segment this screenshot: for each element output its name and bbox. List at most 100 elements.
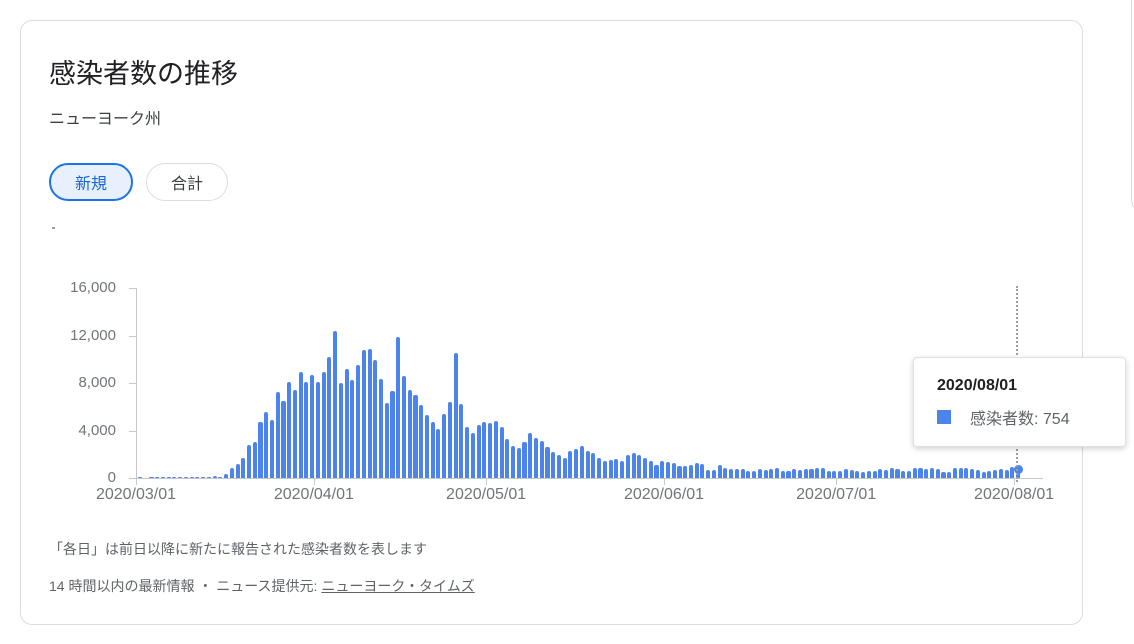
- bar[interactable]: [746, 470, 751, 478]
- bar[interactable]: [556, 454, 561, 478]
- bar[interactable]: [292, 390, 298, 478]
- bar[interactable]: [447, 402, 452, 478]
- bar[interactable]: [442, 414, 447, 478]
- bar[interactable]: [361, 349, 366, 478]
- bar[interactable]: [820, 468, 825, 478]
- bar[interactable]: [252, 441, 257, 478]
- bar[interactable]: [574, 448, 579, 478]
- bar[interactable]: [711, 469, 716, 478]
- bar[interactable]: [206, 476, 211, 478]
- bar[interactable]: [780, 470, 785, 478]
- bar[interactable]: [832, 470, 837, 478]
- bar[interactable]: [642, 457, 648, 478]
- bar[interactable]: [929, 467, 935, 478]
- bar[interactable]: [183, 477, 188, 478]
- bar[interactable]: [987, 471, 992, 478]
- bar[interactable]: [178, 477, 183, 478]
- bar[interactable]: [149, 477, 154, 478]
- bar[interactable]: [241, 457, 246, 478]
- bar[interactable]: [407, 390, 412, 478]
- bar[interactable]: [872, 471, 877, 478]
- bar[interactable]: [413, 394, 418, 478]
- bar[interactable]: [585, 450, 590, 478]
- bar[interactable]: [637, 455, 642, 478]
- bar[interactable]: [195, 477, 200, 478]
- bar[interactable]: [906, 470, 912, 478]
- toggle-new-cases[interactable]: 新規: [49, 163, 134, 201]
- bar[interactable]: [505, 438, 510, 478]
- bar[interactable]: [774, 467, 780, 478]
- bar[interactable]: [218, 476, 223, 478]
- bar[interactable]: [740, 469, 745, 478]
- bar[interactable]: [970, 468, 975, 478]
- bar[interactable]: [476, 424, 481, 478]
- bar[interactable]: [665, 462, 671, 478]
- bar[interactable]: [947, 471, 952, 478]
- bar[interactable]: [958, 468, 963, 478]
- bar[interactable]: [608, 459, 613, 478]
- bar[interactable]: [861, 471, 866, 478]
- bar[interactable]: [287, 382, 292, 478]
- bar[interactable]: [488, 422, 493, 478]
- bar[interactable]: [430, 422, 435, 478]
- bar[interactable]: [269, 420, 275, 478]
- bar[interactable]: [333, 330, 338, 478]
- bar[interactable]: [229, 467, 234, 478]
- bar[interactable]: [545, 446, 550, 478]
- bar[interactable]: [843, 469, 848, 478]
- bar[interactable]: [723, 467, 728, 478]
- bar[interactable]: [631, 453, 636, 478]
- bar[interactable]: [677, 465, 682, 478]
- bar[interactable]: [981, 471, 986, 478]
- bar-plot-area[interactable]: [136, 288, 1046, 478]
- bar[interactable]: [625, 455, 630, 478]
- bar[interactable]: [752, 471, 757, 478]
- bar[interactable]: [315, 382, 320, 478]
- bar[interactable]: [1004, 469, 1009, 478]
- bar[interactable]: [941, 472, 946, 478]
- bar[interactable]: [551, 451, 556, 478]
- bar[interactable]: [281, 401, 286, 478]
- bar[interactable]: [912, 468, 917, 478]
- bar[interactable]: [137, 477, 143, 478]
- bar[interactable]: [998, 469, 1003, 478]
- bar[interactable]: [964, 467, 969, 478]
- toggle-total-cases[interactable]: 合計: [146, 163, 229, 201]
- bar[interactable]: [826, 471, 831, 478]
- bar[interactable]: [924, 468, 929, 478]
- bar[interactable]: [401, 376, 407, 478]
- bar[interactable]: [373, 359, 378, 478]
- bar[interactable]: [895, 468, 900, 478]
- bar[interactable]: [1016, 469, 1021, 478]
- bar[interactable]: [884, 469, 889, 478]
- bar[interactable]: [901, 471, 906, 478]
- bar[interactable]: [212, 475, 217, 478]
- source-link[interactable]: ニューヨーク・タイムズ: [321, 578, 475, 594]
- bar[interactable]: [321, 372, 326, 478]
- bar[interactable]: [344, 368, 349, 478]
- bar[interactable]: [688, 464, 693, 478]
- bar[interactable]: [683, 466, 688, 478]
- bar[interactable]: [620, 461, 625, 478]
- bar[interactable]: [390, 391, 395, 478]
- bar[interactable]: [878, 469, 883, 478]
- bar[interactable]: [579, 445, 584, 478]
- bar[interactable]: [602, 460, 607, 478]
- bar[interactable]: [671, 462, 676, 478]
- bar[interactable]: [803, 468, 808, 478]
- bar[interactable]: [855, 470, 860, 478]
- bar[interactable]: [648, 460, 653, 478]
- bar[interactable]: [918, 468, 923, 478]
- bar[interactable]: [654, 464, 659, 478]
- bar[interactable]: [614, 459, 619, 478]
- bar[interactable]: [533, 438, 539, 478]
- bar[interactable]: [310, 374, 315, 478]
- bar[interactable]: [763, 469, 768, 478]
- bar[interactable]: [493, 421, 498, 478]
- bar[interactable]: [338, 383, 343, 478]
- bar[interactable]: [298, 372, 303, 478]
- bar[interactable]: [304, 381, 309, 478]
- bar[interactable]: [516, 447, 521, 478]
- bar[interactable]: [465, 427, 470, 478]
- bar[interactable]: [528, 433, 533, 478]
